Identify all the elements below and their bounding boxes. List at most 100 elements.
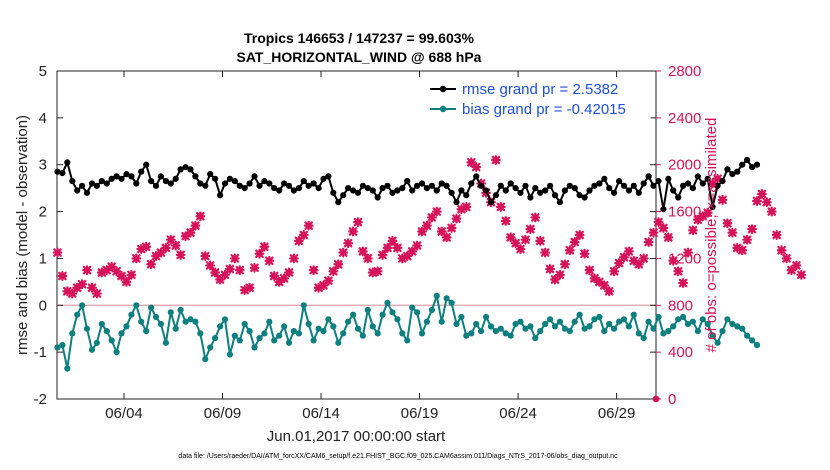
- bias-point: [709, 332, 716, 339]
- rmse-point: [241, 185, 248, 192]
- bias-point: [601, 328, 608, 335]
- rmse-point: [556, 199, 564, 206]
- bias-point: [83, 325, 91, 332]
- rmse-point: [285, 182, 293, 189]
- bias-point: [749, 337, 756, 344]
- bias-point: [335, 339, 342, 346]
- obs-count-point: [446, 223, 457, 233]
- obs-count-point: [372, 266, 383, 277]
- bias-point: [453, 320, 460, 328]
- bias-point: [187, 316, 194, 323]
- bias-point: [414, 309, 421, 316]
- rmse-point: [379, 185, 386, 192]
- bias-point: [354, 325, 362, 332]
- obs-count-point: [146, 259, 157, 270]
- rmse-point: [409, 187, 416, 194]
- obs-count-point: [569, 237, 580, 247]
- obs-count-point: [722, 218, 733, 229]
- rmse-point: [566, 182, 573, 189]
- left-axis-ticks: -2 -1 0 1 2 3 4 5: [34, 63, 656, 408]
- rmse-point: [123, 171, 130, 178]
- bias-point: [88, 346, 96, 353]
- bias-point: [350, 311, 357, 318]
- legend-bias-label: bias grand pr = -0.42015: [462, 101, 626, 118]
- legend-box: [423, 77, 651, 121]
- obs-count-point: [555, 269, 565, 280]
- rmse-point: [537, 189, 544, 196]
- rmse-point: [527, 194, 534, 201]
- obs-count-point: [633, 259, 644, 270]
- rmse-point: [601, 175, 608, 182]
- obs-count-point: [609, 266, 620, 277]
- rmse-point: [620, 182, 628, 189]
- rmse-point: [483, 187, 490, 194]
- obs-count-point: [559, 259, 570, 270]
- bias-point: [561, 325, 569, 332]
- bias-point: [246, 328, 253, 335]
- rmse-point: [59, 170, 66, 177]
- rmse-point: [616, 178, 623, 185]
- rmse-point: [374, 194, 381, 201]
- obs-count-point: [343, 238, 354, 249]
- rmse-point: [93, 182, 100, 189]
- bias-point: [389, 309, 396, 316]
- rmse-point: [586, 187, 593, 194]
- bias-point: [207, 344, 214, 351]
- obs-count-point: [495, 201, 506, 212]
- obs-count-point: [663, 232, 674, 243]
- bias-point: [699, 316, 706, 323]
- obs-count-point: [500, 216, 511, 226]
- obs-count-point: [367, 267, 378, 278]
- obs-count-point: [525, 224, 536, 235]
- bias-point: [448, 299, 455, 306]
- bias-point: [551, 323, 559, 330]
- x-axis-ticks: 06/04 06/09 06/14 06/19 06/24 06/29: [105, 71, 635, 422]
- rmse-point: [54, 168, 61, 175]
- rmse-point: [512, 185, 519, 192]
- obs-count-point: [688, 225, 698, 236]
- obs-count-point: [200, 251, 211, 262]
- bias-point: [93, 339, 100, 346]
- obs-count-point: [328, 266, 339, 277]
- obs-count-point: [210, 267, 221, 278]
- obs-count-point: [155, 247, 166, 258]
- obs-count-point: [747, 224, 757, 235]
- bias-point: [576, 311, 583, 318]
- bias-point: [103, 328, 110, 335]
- obs-count-point: [185, 227, 196, 238]
- obs-count-point: [702, 207, 713, 218]
- obs-count-point: [648, 227, 659, 238]
- obs-count-point: [412, 240, 423, 251]
- rmse-point: [635, 189, 642, 196]
- rmse-point: [364, 185, 371, 192]
- bias-point: [241, 320, 248, 328]
- obs-count-point: [195, 211, 206, 222]
- bias-point: [251, 344, 258, 351]
- bias-point: [409, 304, 416, 311]
- bias-point: [152, 313, 160, 321]
- obs-count-point: [761, 197, 772, 208]
- bias-point: [684, 320, 692, 328]
- bias-point: [310, 337, 317, 344]
- rmse-point: [266, 180, 273, 187]
- y2-tick-label: 2000: [668, 157, 701, 174]
- rmse-point: [611, 189, 618, 196]
- obs-count-point: [756, 189, 767, 199]
- obs-count-point: [284, 267, 294, 278]
- rmse-point: [389, 189, 396, 196]
- obs-count-point: [658, 223, 669, 233]
- bias-point: [256, 335, 263, 342]
- obs-count-point: [205, 260, 216, 271]
- rmse-point: [689, 185, 697, 192]
- bias-series: [54, 292, 761, 372]
- bias-point: [404, 337, 411, 344]
- rmse-point: [354, 189, 362, 196]
- obs-count-point: [407, 246, 418, 257]
- obs-count-point: [357, 246, 368, 257]
- obs-count-point: [72, 282, 83, 293]
- rmse-point: [532, 185, 539, 192]
- obs-count-point: [106, 261, 117, 272]
- rmse-point: [187, 166, 194, 173]
- rmse-point: [547, 182, 554, 189]
